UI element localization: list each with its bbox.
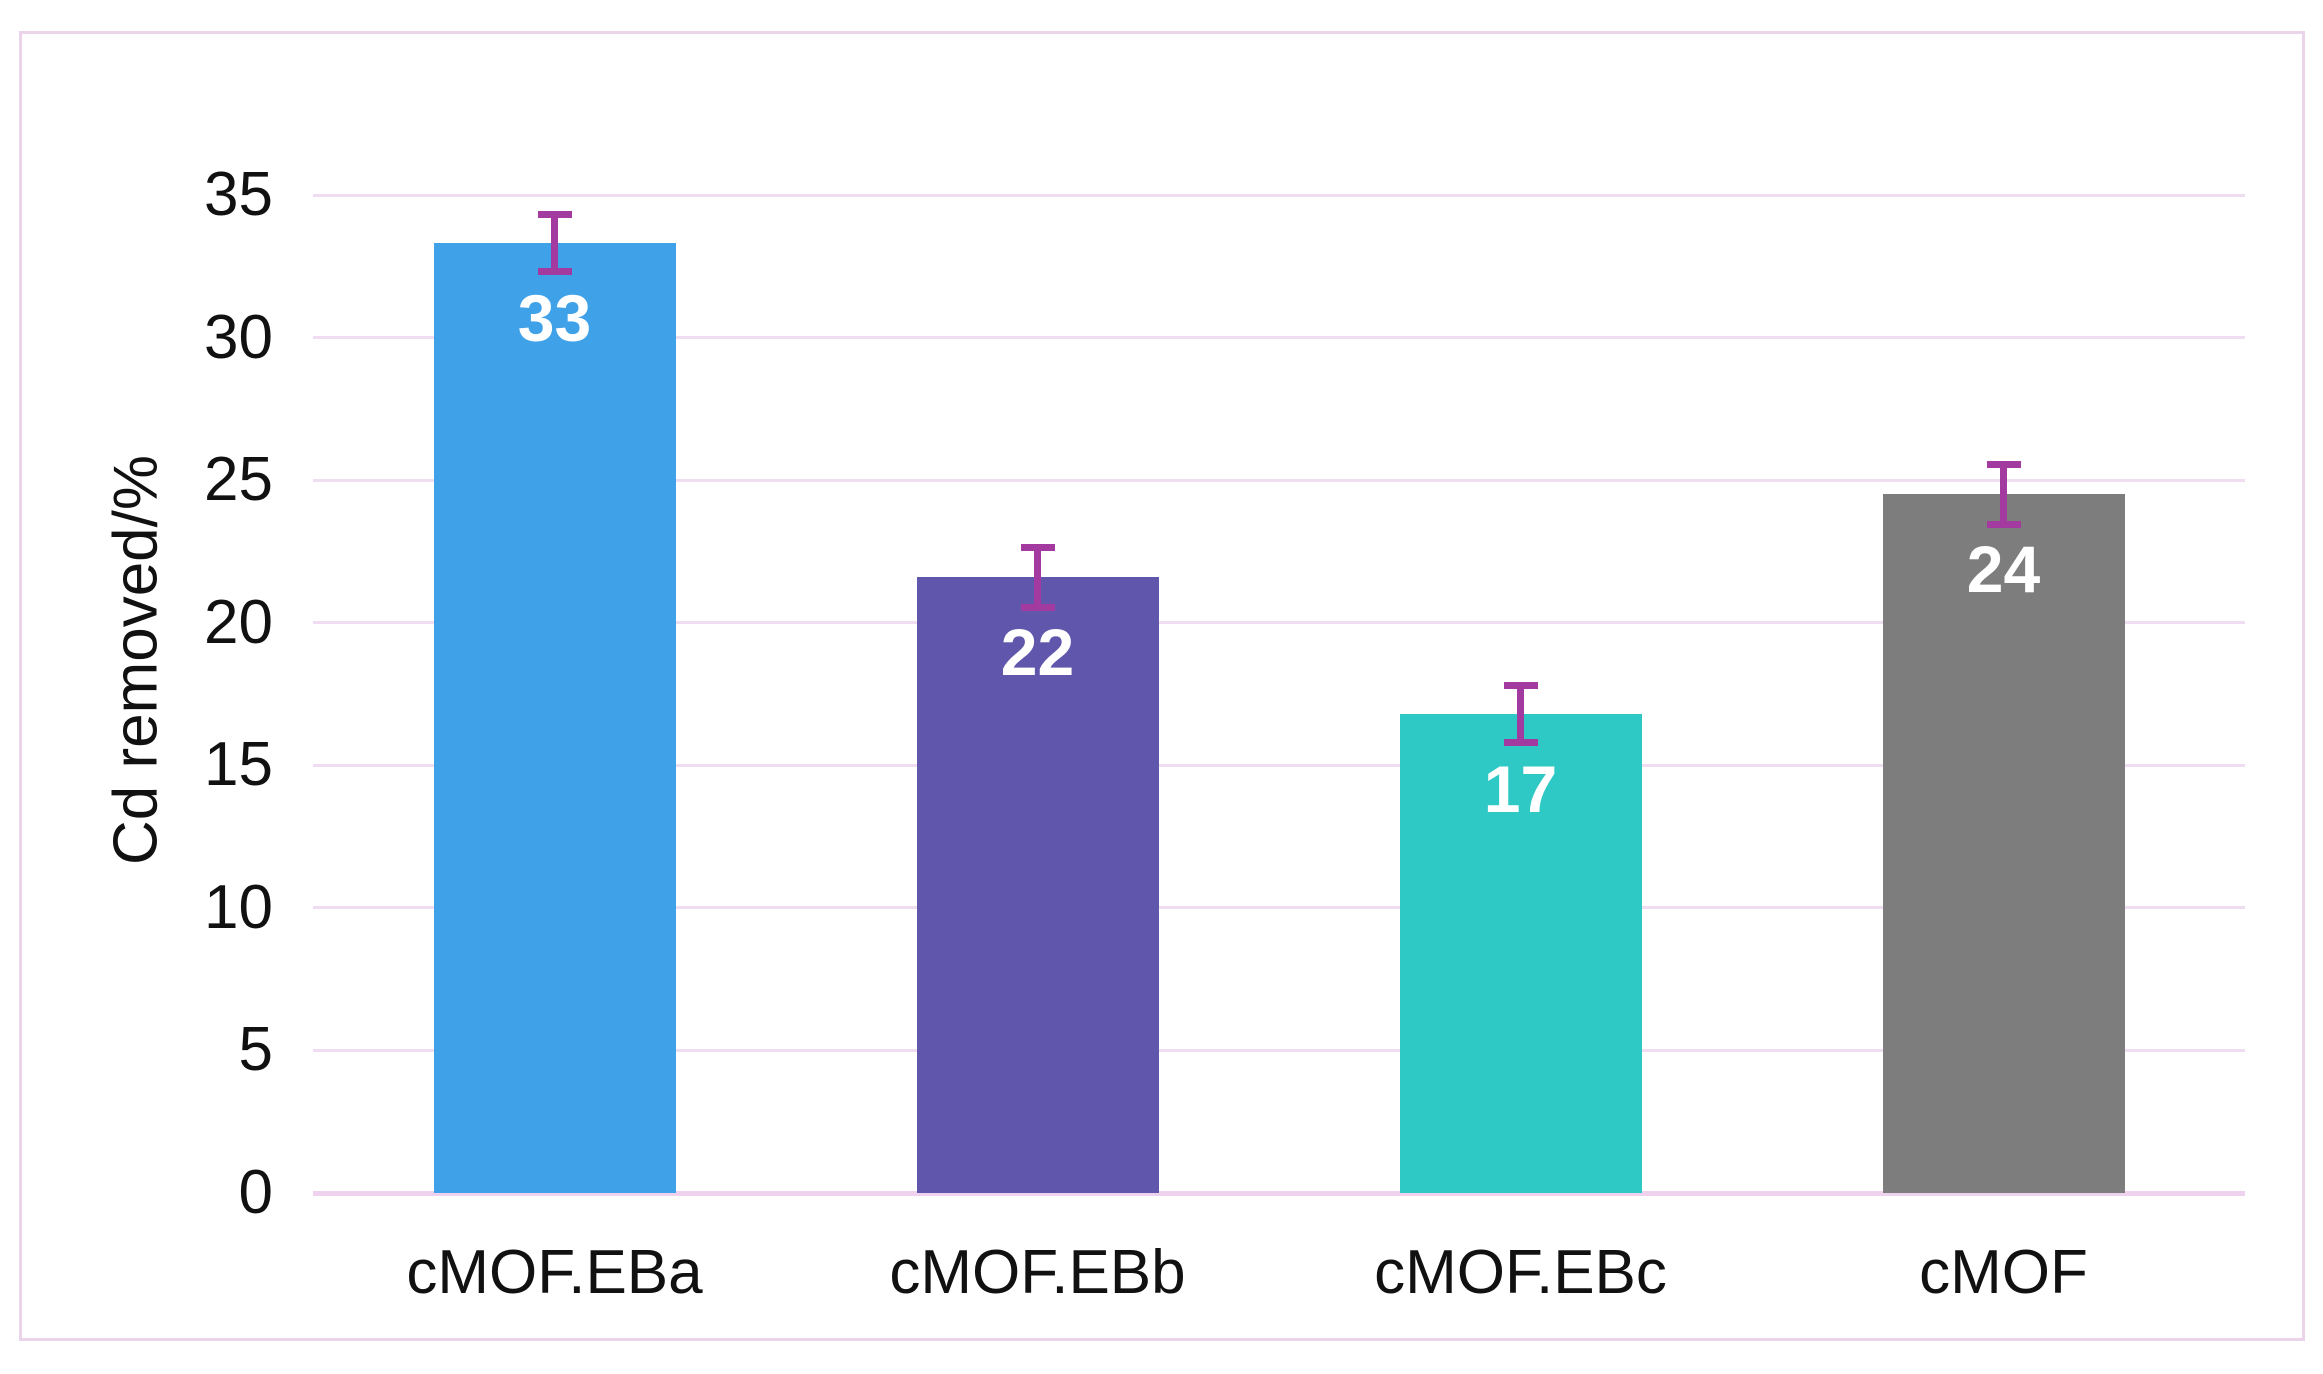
error-bar-line [1517,685,1524,743]
y-axis-title: Cd removed/% [101,454,171,866]
y-tick-label: 0 [238,1158,273,1227]
gridline [313,621,2245,625]
gridline [313,1048,2245,1052]
y-tick-label: 30 [204,302,273,372]
gridline [313,906,2245,910]
x-tick-label: cMOF [1919,1238,2088,1307]
x-tick-label: cMOF.EBb [889,1238,1186,1307]
gridline [313,478,2245,482]
error-bar-line [551,214,558,272]
error-bar-bottom-cap [1986,520,2021,528]
error-bar-top-cap [1020,543,1055,551]
y-tick-label: 20 [204,587,273,657]
y-tick-label: 35 [204,160,273,229]
error-bar-top-cap [1503,681,1538,689]
bar [1399,713,1642,1193]
error-bar-line [1034,547,1041,608]
y-tick-label: 15 [204,730,273,800]
bar-value-label: 17 [1483,751,1558,826]
gridline [313,193,2245,197]
bar-value-label: 33 [517,281,592,356]
bar-value-label: 22 [1000,615,1075,690]
gridline [313,336,2245,340]
error-bar-line [2000,464,2007,525]
gridline [313,763,2245,767]
y-tick-label: 5 [238,1015,273,1085]
x-tick-label: cMOF.EBa [406,1238,703,1307]
y-tick-label: 10 [204,872,273,942]
error-bar-top-cap [1986,460,2021,468]
y-tick-label: 25 [204,445,273,515]
error-bar-bottom-cap [1503,738,1538,746]
error-bar-bottom-cap [537,268,572,276]
error-bar-bottom-cap [1020,603,1055,611]
x-tick-label: cMOF.EBc [1374,1238,1667,1307]
bar [916,577,1159,1193]
error-bar-top-cap [537,211,572,219]
bar [1882,494,2125,1193]
x-axis-baseline [313,1190,2245,1196]
bar-value-label: 24 [1966,532,2041,607]
bar [433,243,676,1193]
